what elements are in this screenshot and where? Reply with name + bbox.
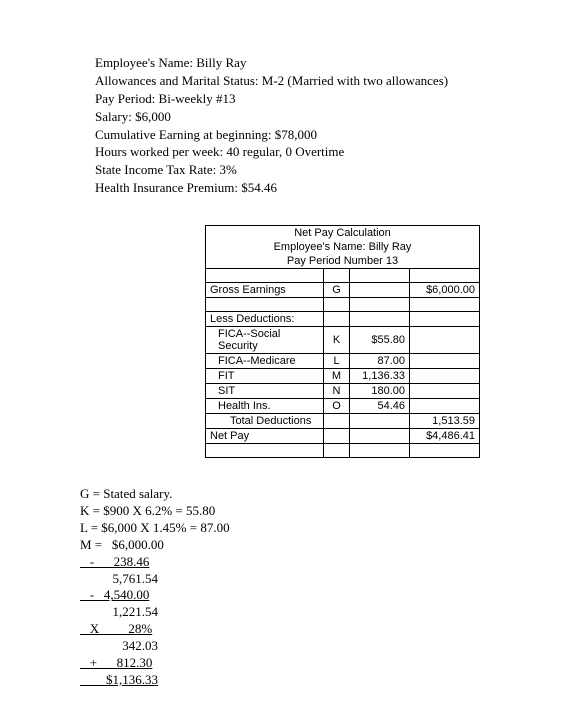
table-row: Total Deductions 1,513.59 xyxy=(206,414,480,429)
health-ins-amount: 54.46 xyxy=(350,399,410,414)
table-title-2: Employee's Name: Billy Ray xyxy=(206,240,480,254)
pay-period-line: Pay Period: Bi-weekly #13 xyxy=(95,91,545,108)
fica-ss-code: K xyxy=(324,327,350,354)
legend-block: G = Stated salary. K = $900 X 6.2% = 55.… xyxy=(80,486,545,689)
total-deductions-amount: 1,513.59 xyxy=(410,414,480,429)
legend-m6: X 28% xyxy=(80,621,545,638)
netpay-table: Net Pay Calculation Employee's Name: Bil… xyxy=(205,225,545,458)
table-title-1: Net Pay Calculation xyxy=(206,226,480,241)
legend-m7: 342.03 xyxy=(80,638,545,655)
legend-k: K = $900 X 6.2% = 55.80 xyxy=(80,503,545,520)
legend-m1: M = $6,000.00 xyxy=(80,537,545,554)
fica-ss-amount: $55.80 xyxy=(350,327,410,354)
fit-code: M xyxy=(324,369,350,384)
employee-name-line: Employee's Name: Billy Ray xyxy=(95,55,545,72)
table-row xyxy=(206,444,480,458)
total-deductions-label: Total Deductions xyxy=(206,414,324,429)
gross-label: Gross Earnings xyxy=(206,283,324,298)
fica-med-label: FICA--Medicare xyxy=(206,354,324,369)
allowances-line: Allowances and Marital Status: M-2 (Marr… xyxy=(95,73,545,90)
health-ins-code: O xyxy=(324,399,350,414)
table-row: FIT M 1,136.33 xyxy=(206,369,480,384)
table-row: Health Ins. O 54.46 xyxy=(206,399,480,414)
fica-ss-label: FICA--Social Security xyxy=(206,327,324,354)
sit-amount: 180.00 xyxy=(350,384,410,399)
netpay-label: Net Pay xyxy=(206,429,324,444)
legend-m5: 1,221.54 xyxy=(80,604,545,621)
legend-m3: 5,761.54 xyxy=(80,571,545,588)
state-tax-line: State Income Tax Rate: 3% xyxy=(95,162,545,179)
fica-med-amount: 87.00 xyxy=(350,354,410,369)
legend-g: G = Stated salary. xyxy=(80,486,545,503)
cumulative-line: Cumulative Earning at beginning: $78,000 xyxy=(95,127,545,144)
hours-line: Hours worked per week: 40 regular, 0 Ove… xyxy=(95,144,545,161)
sit-code: N xyxy=(324,384,350,399)
netpay-amount: $4,486.41 xyxy=(410,429,480,444)
table-row: Net Pay $4,486.41 xyxy=(206,429,480,444)
table-row: FICA--Medicare L 87.00 xyxy=(206,354,480,369)
employee-info-block: Employee's Name: Billy Ray Allowances an… xyxy=(95,55,545,197)
salary-line: Salary: $6,000 xyxy=(95,109,545,126)
health-ins-label: Health Ins. xyxy=(206,399,324,414)
legend-l: L = $6,000 X 1.45% = 87.00 xyxy=(80,520,545,537)
gross-amount: $6,000.00 xyxy=(410,283,480,298)
table-title-3: Pay Period Number 13 xyxy=(206,254,480,269)
table-row: SIT N 180.00 xyxy=(206,384,480,399)
legend-m9: $1,136.33 xyxy=(80,672,545,689)
fica-med-code: L xyxy=(324,354,350,369)
gross-code: G xyxy=(324,283,350,298)
legend-m8: + 812.30 xyxy=(80,655,545,672)
less-deductions-label: Less Deductions: xyxy=(206,312,324,327)
sit-label: SIT xyxy=(206,384,324,399)
legend-m2: - 238.46 xyxy=(80,554,545,571)
table-row: FICA--Social Security K $55.80 xyxy=(206,327,480,354)
fit-amount: 1,136.33 xyxy=(350,369,410,384)
table-row: Less Deductions: xyxy=(206,312,480,327)
health-line: Health Insurance Premium: $54.46 xyxy=(95,180,545,197)
table-row xyxy=(206,298,480,312)
legend-m4: - 4,540.00 xyxy=(80,587,545,604)
table-row: Gross Earnings G $6,000.00 xyxy=(206,283,480,298)
table-row xyxy=(206,269,480,283)
fit-label: FIT xyxy=(206,369,324,384)
